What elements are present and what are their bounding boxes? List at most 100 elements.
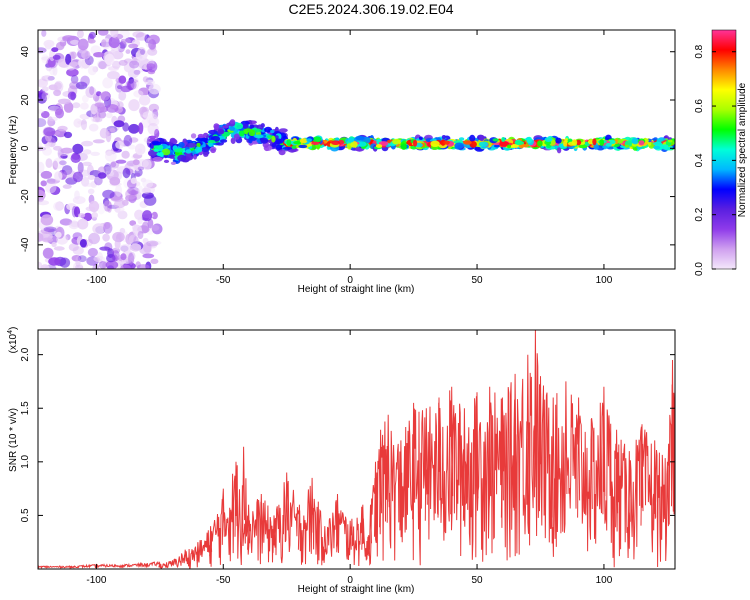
spectrogram-cell [234,122,244,130]
spectrogram-cell [298,144,308,149]
spectrogram-cell [40,214,54,226]
spectrogram-cell [133,69,141,75]
spectrogram-cell [187,142,197,148]
spectrogram-cell [52,54,61,60]
spectrogram-cell [142,253,155,259]
spectrogram-cell [81,140,94,147]
spectrogram-cell [99,246,111,251]
spectrogram-cell [242,123,249,129]
spectrogram-cell [248,129,256,137]
spectrogram-cell [52,157,65,169]
spectrogram-cell [70,39,80,45]
spectrogram-cell [197,133,205,139]
spectrogram-cell [103,200,112,212]
spectrogram-cell [70,75,79,84]
spectrogram-cell [87,39,96,44]
spectrogram-cell [47,58,56,68]
spectrogram-cell [133,90,144,98]
spectrogram-cell [150,240,162,246]
spectrogram-cell [59,218,73,226]
spectrogram-cell [77,38,89,51]
spectrogram-cell [248,136,253,144]
spectrogram-cell [77,218,89,230]
spectrogram-cell [526,136,533,144]
spectrogram-cell [193,154,197,160]
colorbar-tick-label: 0.6 [694,99,705,113]
spectrogram-cell [102,77,113,89]
spectrogram-cell [213,123,220,130]
spectrogram-cell [51,47,59,53]
spectrogram-cell [127,186,140,195]
spectrogram-cell [115,140,124,149]
colorbar-tick-label: 0.2 [694,207,705,221]
spectrogram-cell [109,104,117,110]
spectrogram-cell [96,252,103,262]
spectrogram-cell [653,141,662,146]
colorbar-ticks: 0.0 0.2 0.4 0.6 0.8 [694,44,736,276]
spectrogram-cell [38,109,45,114]
y-tick-label: 40 [20,46,31,58]
spectrogram-cell [79,239,87,248]
spectrogram-cell [38,142,43,147]
spectrogram-cell [142,111,154,119]
spectrogram-cell [105,112,113,119]
spectrogram-cell [148,39,157,50]
spectrogram-cell [152,108,159,120]
spectrogram-cell [375,144,383,148]
spectrogram-cell [135,32,148,41]
x-tick-label: 0 [347,275,353,286]
spectrogram-cell [115,159,127,164]
spectrogram-cell [72,246,84,255]
spectrogram-cell [76,30,84,39]
spectrogram-cell [110,161,117,168]
spectrogram-cell [312,136,322,143]
spectrogram-cell [608,139,616,145]
spectrogram-cell [66,203,77,211]
spectrogram-cell [80,75,90,87]
spectrogram-cell [392,138,401,145]
spectrogram-cell [153,144,164,150]
spectrogram-cell [293,141,302,145]
spectrogram-cell [125,79,137,91]
spectrogram-cell [70,153,81,163]
spectrogram-cell [222,125,229,129]
spectrogram-cell [149,135,157,139]
spectrogram-cell [624,144,630,148]
spectrogram-cell [129,60,140,69]
spectrogram-cell [118,75,127,84]
spectrogram-cell [229,119,236,124]
spectrogram-cell [80,58,91,69]
spectrogram-cell [118,91,127,101]
spectrogram-cell [78,213,86,218]
spectrogram-cell [493,144,500,148]
spectrogram-cell [357,141,367,147]
spectrogram-cell [137,231,144,239]
spectrogram-cell [87,175,96,180]
y-tick-label: -40 [20,237,31,252]
spectrogram-cell [51,241,57,248]
spectrogram-cell [142,179,154,189]
spectrogram-cell [41,86,49,92]
spectrogram-cell [81,119,87,131]
spectrogram-x-ticks: -100 -50 0 50 100 [86,30,613,286]
spectrogram-cell [45,158,53,169]
spectrogram-cell [43,226,57,233]
spectrogram-cell [116,101,124,109]
spectrogram-cell [163,159,170,163]
spectrogram-cell [150,258,159,264]
spectrogram-cell [120,85,132,93]
spectrogram-cell [40,75,46,85]
spectrogram-cell [128,252,135,265]
spectrogram-cell [134,172,141,177]
x-tick-label: -100 [86,275,106,286]
spectrogram-cell [55,108,64,119]
spectrogram-cell [77,255,87,263]
spectrogram-cell [592,138,597,146]
x-tick-label: 0 [347,575,353,586]
spectrogram-cell [121,199,129,206]
spectrogram-cell [38,78,48,88]
spectrogram-cell [282,146,293,150]
spectrogram-cell [113,120,125,128]
spectrogram-cell [94,102,106,108]
